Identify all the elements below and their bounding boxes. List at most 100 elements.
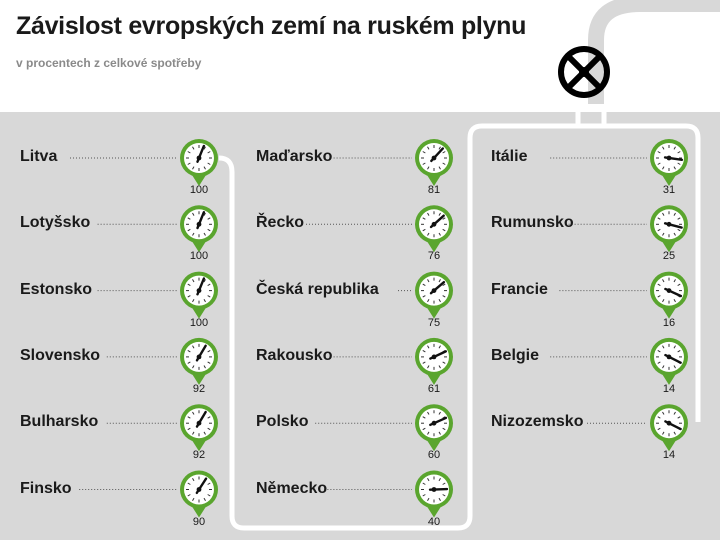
gauge-tick [657,427,661,431]
gauge-tick [192,497,195,502]
gauge-tick [662,431,665,435]
gauge-tick [442,295,446,298]
chart-subtitle: v procentech z celkové spotřeby [16,56,202,70]
gauge-tick [442,283,446,287]
gauge-pivot [431,221,437,227]
gauge-tick [438,279,441,283]
gauge [180,337,218,385]
gauge-tick [657,349,661,353]
gauge-tick [442,217,446,220]
gauge-tick [657,295,661,298]
value-label: 31 [662,184,676,196]
gauge-pivot [196,420,202,426]
gauge-tick [207,427,211,431]
gauge-tick [677,151,681,154]
country-label: Rakousko [256,346,333,364]
gauge [415,139,453,186]
gauge-tick [192,365,195,369]
gauge-tick [677,416,681,419]
gauge-tick [657,361,661,364]
gauge-pivot [666,354,672,360]
gauge-tick [192,477,195,482]
gauge-tick [192,299,195,303]
gauge-tick [438,299,441,303]
gauge-tick [442,427,446,431]
gauge-tick [187,361,191,364]
country-label: Řecko [256,214,305,232]
gauge-tick [438,345,441,349]
gauge-tick [207,416,211,419]
gauge-tick [192,431,195,435]
gauge-tick [662,365,665,369]
country-label: Estonsko [20,280,93,298]
gauge-tick [657,217,661,220]
gauge-pivot [431,155,437,161]
country-label: Slovensko [20,346,101,364]
top-pipe [588,0,720,120]
gauge-tick [207,349,211,353]
gauge-pointer-tab [192,373,206,385]
gauge [180,470,218,518]
gauge-tick [427,166,430,170]
gauge-tick [673,232,676,236]
gauge-tick [187,349,191,353]
gauge-tick [438,212,441,216]
gauge-pointer-tab [662,373,676,385]
value-label: 76 [427,250,441,263]
gauge-tick [442,361,446,364]
gauge-tick [673,146,676,150]
gauge-tick [677,283,681,287]
gauge [415,470,453,518]
gauge-pointer-tab [427,175,441,186]
gauge-tick [662,212,665,216]
gauge-tick [427,146,430,150]
gauge [180,404,218,452]
country-label: Maďarsko [256,148,333,165]
gauge-tick [187,283,191,287]
country-label: Německo [256,479,328,497]
valve-rim [558,46,610,98]
gauge-tick [207,494,211,497]
gauge-pointer-tab [427,506,441,518]
gauge-tick [427,232,430,236]
gauge-pointer-tab [427,307,441,319]
gauge-tick [438,411,441,415]
gauge-tick [422,295,426,298]
gauge-tick [422,361,426,364]
gauge-tick [427,431,430,435]
gauge-tick [422,416,426,419]
gauge-tick [662,146,665,150]
gauge-tick [203,299,206,303]
gauge [180,139,218,186]
gauge-tick [422,494,426,497]
gauge [650,139,688,186]
gauge-tick [442,162,446,165]
gauge-pointer-tab [662,307,676,319]
gauge-tick [427,212,430,216]
value-label: 16 [662,316,676,329]
gauge-tick [203,497,206,502]
gauge-tick [203,166,206,170]
gauge-pointer-tab [662,241,676,253]
gauge-tick [422,349,426,353]
gauge-tick [187,427,191,431]
gauge [415,337,453,385]
country-label: Finsko [20,479,72,497]
value-label: 90 [192,515,206,528]
gauge-tick [662,411,665,415]
gauge-tick [438,477,441,482]
value-label: 92 [192,449,206,462]
gauge-tick [442,482,446,485]
value-label: 100 [189,250,209,263]
gauge [415,404,453,452]
gauge [180,271,218,319]
gauge [415,271,453,319]
country-label: Litva [20,148,58,165]
gauge-tick [203,146,206,150]
gauge-pivot [196,288,202,293]
gauge-tick [427,365,430,369]
country-label: Nizozemsko [491,413,584,431]
gauge-tick [203,431,206,435]
gauge-tick [662,232,665,236]
